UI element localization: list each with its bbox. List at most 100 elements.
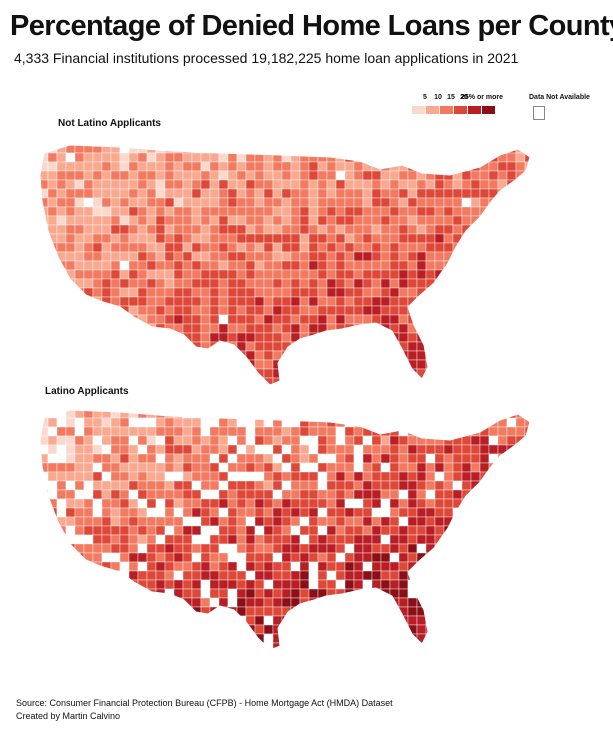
- county-cell: [272, 525, 283, 536]
- county-cell: [389, 507, 400, 518]
- county-cell: [488, 471, 499, 482]
- county-cell: [389, 453, 400, 464]
- county-cell: [443, 368, 454, 379]
- county-cell: [245, 296, 256, 307]
- county-cell: [506, 170, 517, 181]
- legend-swatch: [454, 106, 468, 114]
- county-cell: [443, 489, 454, 500]
- county-cell: [488, 287, 499, 298]
- county-cell: [317, 410, 328, 419]
- county-cell: [362, 525, 373, 536]
- county-cell: [326, 570, 337, 581]
- county-cell: [534, 652, 543, 661]
- county-cell: [56, 188, 67, 199]
- county-cell: [362, 368, 373, 379]
- county-cell: [461, 368, 472, 379]
- county-cell: [506, 462, 517, 473]
- county-cell: [407, 462, 418, 473]
- county-cell: [371, 305, 382, 316]
- county-cell: [210, 661, 219, 670]
- county-cell: [65, 296, 76, 307]
- county-cell: [47, 188, 58, 199]
- county-cell: [227, 534, 238, 545]
- county-cell: [281, 561, 292, 572]
- county-cell: [380, 417, 391, 428]
- county-cell: [416, 359, 427, 370]
- county-cell: [515, 215, 526, 226]
- county-cell: [380, 615, 391, 626]
- county-cell: [543, 306, 550, 315]
- county-cell: [452, 368, 463, 379]
- county-cell: [209, 215, 220, 226]
- county-cell: [497, 179, 508, 190]
- county-cell: [425, 260, 436, 271]
- county-cell: [543, 261, 550, 270]
- county-cell: [164, 269, 175, 280]
- county-cell: [362, 462, 373, 473]
- county-cell: [281, 435, 292, 446]
- county-cell: [119, 332, 130, 343]
- county-cell: [56, 516, 67, 527]
- county-cell: [155, 161, 166, 172]
- county-cell: [407, 417, 418, 428]
- county-cell: [40, 332, 49, 343]
- county-cell: [470, 444, 481, 455]
- county-cell: [497, 377, 508, 385]
- county-cell: [110, 278, 121, 289]
- county-cell: [317, 534, 328, 545]
- county-cell: [326, 525, 337, 536]
- county-cell: [497, 368, 508, 379]
- county-cell: [128, 233, 139, 244]
- county-cell: [380, 296, 391, 307]
- county-cell: [65, 633, 76, 644]
- county-cell: [182, 314, 193, 325]
- county-cell: [299, 588, 310, 599]
- county-cell: [497, 534, 508, 545]
- county-cell: [227, 525, 238, 536]
- county-cell: [40, 359, 49, 370]
- county-cell: [227, 480, 238, 491]
- county-cell: [227, 489, 238, 500]
- county-cell: [344, 480, 355, 491]
- county-cell: [83, 417, 94, 428]
- county-cell: [507, 652, 516, 661]
- county-cell: [497, 314, 508, 325]
- county-cell: [227, 377, 238, 385]
- county-cell: [56, 161, 67, 172]
- county-cell: [353, 615, 364, 626]
- county-cell: [534, 324, 543, 333]
- county-cell: [353, 170, 364, 181]
- county-cell: [344, 597, 355, 608]
- county-cell: [191, 323, 202, 334]
- county-cell: [462, 400, 471, 409]
- county-cell: [470, 525, 481, 536]
- county-cell: [524, 588, 530, 599]
- county-cell: [336, 652, 345, 661]
- county-cell: [128, 152, 139, 163]
- county-cell: [389, 197, 400, 208]
- county-cell: [345, 387, 354, 396]
- county-cell: [40, 516, 49, 527]
- county-cell: [534, 288, 543, 297]
- county-cell: [56, 269, 67, 280]
- county-cell: [497, 269, 508, 280]
- county-cell: [470, 161, 481, 172]
- county-cell: [227, 579, 238, 590]
- county-cell: [398, 462, 409, 473]
- county-cell: [515, 410, 526, 419]
- county-cell: [92, 579, 103, 590]
- county-cell: [254, 642, 265, 650]
- county-cell: [380, 507, 391, 518]
- county-cell: [47, 534, 58, 545]
- county-cell: [543, 288, 550, 297]
- county-cell: [47, 642, 58, 650]
- county-cell: [120, 400, 129, 409]
- county-cell: [425, 642, 436, 650]
- county-cell: [40, 561, 49, 572]
- county-cell: [56, 417, 67, 428]
- county-cell: [534, 162, 543, 171]
- county-cell: [308, 471, 319, 482]
- county-cell: [201, 661, 210, 670]
- county-cell: [191, 444, 202, 455]
- county-cell: [398, 534, 409, 545]
